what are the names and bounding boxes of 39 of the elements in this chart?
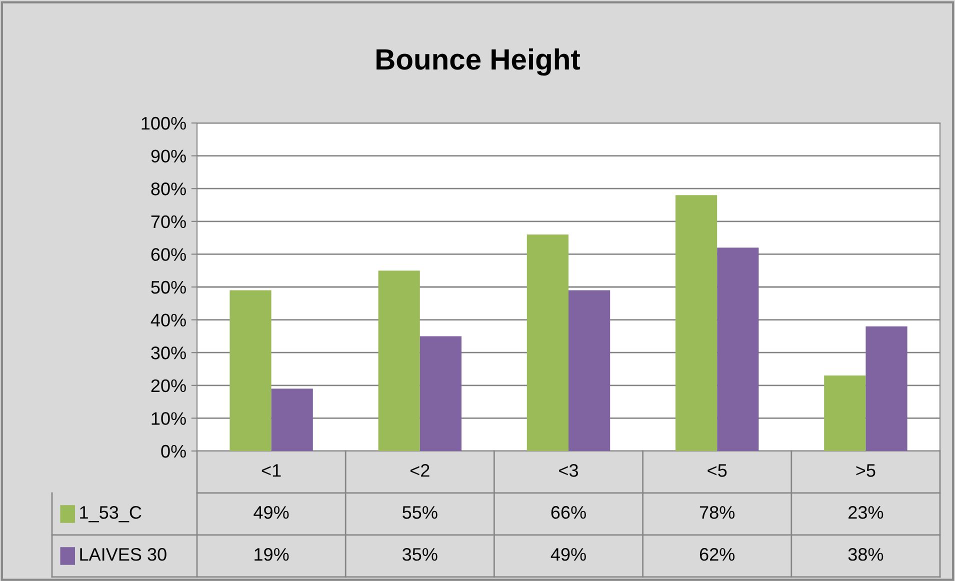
bar	[568, 290, 610, 451]
bar	[378, 270, 420, 451]
legend-label: 1_53_C	[80, 506, 142, 522]
y-tick-label: 30%	[151, 346, 186, 360]
legend-label: LAIVES 30	[80, 548, 166, 561]
y-tick-label: 60%	[151, 248, 186, 261]
x-tick-label: <1	[262, 464, 281, 477]
data-label: 19%	[254, 548, 289, 561]
data-label: 62%	[700, 548, 735, 561]
bar	[717, 248, 759, 451]
y-tick-label: 20%	[151, 379, 186, 392]
y-tick-label: 90%	[151, 150, 186, 163]
x-tick-label: <2	[410, 464, 430, 477]
y-tick-label: 80%	[151, 182, 186, 196]
y-tick-label: 50%	[151, 280, 186, 294]
y-tick-label: 40%	[150, 314, 186, 327]
data-label: 78%	[700, 506, 735, 519]
data-label: 49%	[550, 548, 586, 561]
bar	[420, 336, 462, 451]
data-label: 35%	[402, 548, 438, 561]
y-tick-label: 10%	[152, 412, 186, 425]
bar	[230, 290, 272, 451]
data-label: 49%	[254, 506, 289, 519]
x-tick-label: >5	[856, 464, 876, 477]
x-tick-label: <3	[559, 464, 578, 477]
y-tick-label: 0%	[161, 444, 186, 458]
bar	[271, 388, 313, 451]
chart-title: Bounce Height	[376, 48, 580, 76]
x-tick-label: <5	[708, 464, 727, 477]
data-label: 66%	[551, 506, 586, 519]
data-label: 38%	[848, 548, 884, 561]
y-tick-label: 70%	[151, 215, 186, 228]
data-label: 23%	[848, 506, 884, 519]
data-label: 55%	[402, 506, 438, 519]
bar	[526, 234, 568, 451]
bar	[675, 195, 718, 451]
y-tick-label: 100%	[142, 116, 186, 130]
bar	[824, 376, 866, 451]
bar	[866, 326, 908, 451]
